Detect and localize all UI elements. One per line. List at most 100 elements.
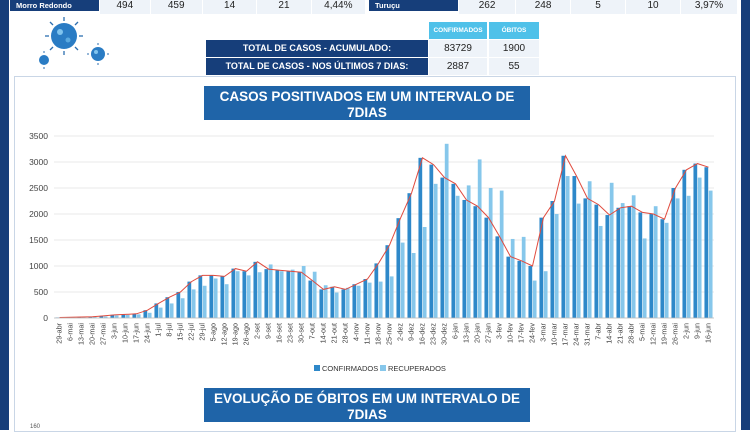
bar-confirmados xyxy=(275,270,279,318)
x-tick-label: 1-jul xyxy=(154,323,163,337)
top-cell: 459 xyxy=(150,0,202,14)
col-header-confirmados: CONFIRMADOS xyxy=(429,22,487,39)
bar-confirmados xyxy=(231,269,235,318)
bar-recuperados xyxy=(544,271,548,318)
bar-confirmados xyxy=(220,276,224,318)
bar-confirmados xyxy=(264,269,268,318)
bar-recuperados xyxy=(324,285,328,318)
bar-confirmados xyxy=(187,282,191,318)
bar-confirmados xyxy=(473,206,477,318)
bar-recuperados xyxy=(434,184,438,318)
bar-recuperados xyxy=(236,271,240,318)
x-tick-label: 6-jan xyxy=(451,323,460,339)
bar-confirmados xyxy=(572,176,576,318)
bar-confirmados xyxy=(682,170,686,318)
x-tick-label: 3-fev xyxy=(495,323,504,339)
y-tick-label: 3500 xyxy=(29,131,48,141)
bar-confirmados xyxy=(462,200,466,318)
x-tick-label: 18-nov xyxy=(374,323,383,345)
bar-confirmados xyxy=(209,275,213,318)
x-tick-label: 21-abr xyxy=(616,322,625,343)
x-tick-label: 26-ago xyxy=(242,323,251,345)
virus-icon xyxy=(28,14,118,74)
x-tick-label: 6-mai xyxy=(66,323,75,341)
bar-recuperados xyxy=(676,198,680,318)
x-tick-label: 3-mar xyxy=(539,322,548,341)
x-tick-label: 23-set xyxy=(286,323,295,343)
legend-label-confirmados: CONFIRMADOS xyxy=(322,364,378,373)
x-tick-label: 25-nov xyxy=(385,323,394,345)
legend-swatch-recuperados xyxy=(380,365,386,371)
chart2-first-tick: 160 xyxy=(30,424,40,430)
bar-confirmados xyxy=(616,208,620,318)
bar-confirmados xyxy=(660,219,664,318)
x-tick-label: 7-abr xyxy=(594,322,603,339)
x-tick-label: 24-fev xyxy=(528,323,537,343)
bar-recuperados xyxy=(192,289,196,318)
bar-confirmados xyxy=(319,289,323,318)
x-tick-label: 2-set xyxy=(253,323,262,339)
x-tick-label: 17-jun xyxy=(132,323,141,343)
bar-recuperados xyxy=(522,237,526,318)
bar-recuperados xyxy=(654,206,658,318)
bar-recuperados xyxy=(621,203,625,318)
top-cell: 5 xyxy=(570,0,625,14)
bar-recuperados xyxy=(665,223,669,318)
bar-recuperados xyxy=(632,195,636,318)
y-tick-label: 0 xyxy=(43,313,48,323)
bar-recuperados xyxy=(467,185,471,318)
x-tick-label: 30-set xyxy=(297,323,306,343)
bar-confirmados xyxy=(396,218,400,318)
legend-label-recuperados: RECUPERADOS xyxy=(388,364,446,373)
bar-confirmados xyxy=(517,261,521,318)
x-tick-label: 14-abr xyxy=(605,322,614,343)
bar-confirmados xyxy=(594,205,598,318)
bar-recuperados xyxy=(159,308,163,318)
x-tick-label: 26-mai xyxy=(671,323,680,345)
y-tick-label: 2500 xyxy=(29,183,48,193)
x-tick-label: 9-dez xyxy=(407,323,416,341)
x-tick-label: 20-mai xyxy=(88,323,97,345)
x-tick-label: 2-jun xyxy=(682,323,691,339)
bar-confirmados xyxy=(341,289,345,318)
bar-recuperados xyxy=(214,278,218,318)
bar-recuperados xyxy=(225,284,229,318)
chart2-subtitle: de 29/04/20 à 16/06/21 xyxy=(204,423,530,434)
bar-recuperados xyxy=(379,282,383,318)
x-tick-label: 30-dez xyxy=(440,323,449,345)
bar-recuperados xyxy=(500,191,504,318)
y-tick-label: 1000 xyxy=(29,261,48,271)
bar-confirmados xyxy=(484,218,488,318)
bar-recuperados xyxy=(555,214,559,318)
bar-recuperados xyxy=(423,227,427,318)
top-cell: 14 xyxy=(202,0,256,14)
x-tick-label: 3-jun xyxy=(110,323,119,339)
bar-confirmados xyxy=(605,215,609,318)
legend-swatch-confirmados xyxy=(314,365,320,371)
bar-confirmados xyxy=(385,245,389,318)
bar-confirmados xyxy=(407,193,411,318)
summary-value: 2887 xyxy=(429,58,487,75)
bar-confirmados xyxy=(550,201,554,318)
bar-recuperados xyxy=(698,178,702,318)
top-cell: 248 xyxy=(515,0,570,14)
bar-recuperados xyxy=(533,281,537,318)
top-row-right: Turuçu 262 248 5 10 3,97% xyxy=(369,0,737,14)
bar-confirmados xyxy=(583,198,587,318)
x-tick-label: 5-mai xyxy=(638,323,647,341)
bar-recuperados xyxy=(148,313,152,318)
bar-confirmados xyxy=(671,188,675,318)
bar-confirmados xyxy=(418,158,422,318)
x-tick-label: 10-fev xyxy=(506,323,515,343)
chart1-title: CASOS POSITIVADOS EM UM INTERVALO DE 7DI… xyxy=(204,89,530,121)
x-tick-label: 10-jun xyxy=(121,323,130,343)
bar-recuperados xyxy=(247,275,251,318)
x-tick-label: 2-dez xyxy=(396,323,405,341)
chart1-banner: CASOS POSITIVADOS EM UM INTERVALO DE 7DI… xyxy=(204,86,530,120)
bar-confirmados xyxy=(440,178,444,318)
x-tick-label: 19-mai xyxy=(660,323,669,345)
bar-confirmados xyxy=(649,214,653,318)
x-tick-label: 17-mar xyxy=(561,322,570,345)
x-tick-label: 29-jul xyxy=(198,323,207,341)
